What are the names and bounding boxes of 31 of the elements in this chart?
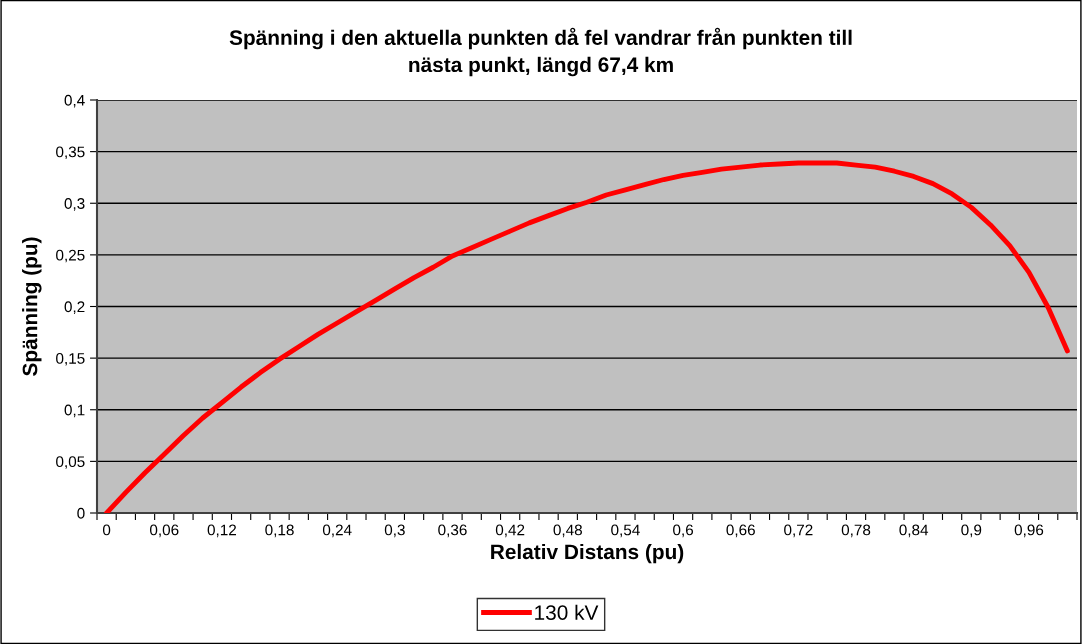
x-tick-label: 0,48 [553,524,582,538]
x-tick-label: 0,6 [673,524,694,538]
x-tick-label: 0 [102,524,111,536]
x-tick-label: 0,24 [322,524,352,538]
x-tick-label: 0,3 [384,524,405,538]
x-tick-label: 0,84 [899,524,929,538]
x-tick-label: 0,9 [961,524,982,538]
y-tick-label: 0 [77,507,85,519]
chart-title: Spänning i den aktuella punkten då fel vandrar från punkten till nästa punkt, längd 67,4 km [229,27,852,77]
y-tick-label: 0,1 [64,404,85,418]
x-tick-label: 0,96 [1014,524,1044,538]
y-tick-label: 0,3 [64,198,85,211]
x-tick-label: 0,42 [495,524,525,538]
y-axis-title: Spänning (pu) [22,237,42,376]
x-tick-label: 0,36 [438,524,467,538]
x-tick-label: 0,54 [611,524,640,538]
x-tick-label: 0,72 [784,524,813,538]
y-tick-label: 0,4 [64,94,85,108]
x-tick-label: 0,12 [207,524,236,538]
x-tick-label: 0,78 [841,524,871,538]
x-tick-label: 0,06 [149,524,179,538]
x-tick-label: 0,66 [726,524,755,538]
line-series [104,160,1070,513]
y-tick-label: 0,35 [56,146,85,160]
legend-label: 130 kV [535,604,599,620]
x-axis-title: Relativ Distans (pu) [491,543,684,564]
y-tick-label: 0,05 [56,456,85,469]
x-tick-label: 0,18 [265,524,294,538]
y-tick-label: 0,2 [64,301,85,314]
y-tick-label: 0,15 [56,352,85,366]
y-tick-label: 0,25 [56,249,85,263]
